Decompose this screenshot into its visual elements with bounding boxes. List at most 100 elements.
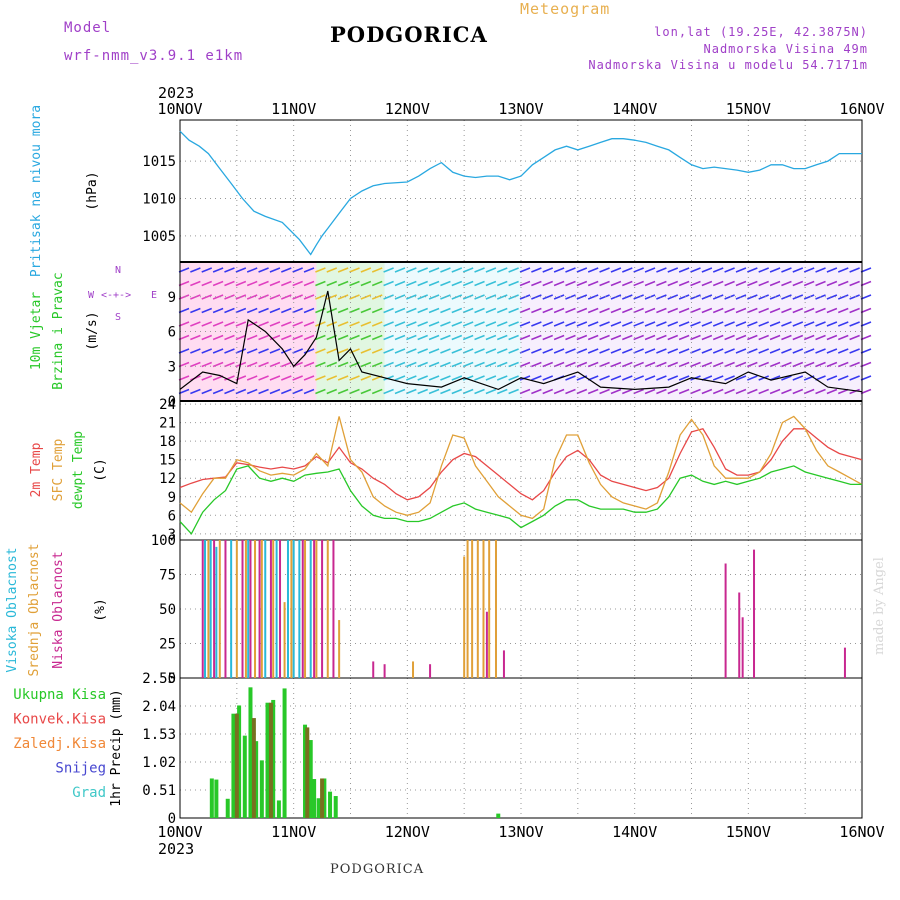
wind-barb bbox=[326, 267, 338, 273]
wind-barb bbox=[826, 388, 838, 395]
wind-barb bbox=[565, 267, 576, 273]
wind-barb bbox=[860, 267, 872, 273]
wind-speed-line bbox=[179, 290, 863, 393]
wind-barb bbox=[735, 321, 747, 327]
wind-barb bbox=[769, 267, 781, 273]
wind-barb bbox=[508, 321, 519, 327]
wind-barb bbox=[394, 294, 406, 300]
wind-barb bbox=[576, 388, 588, 395]
x-tick-label-top: 13NOV bbox=[498, 100, 543, 118]
wind-barb bbox=[496, 280, 508, 287]
wind-barb bbox=[667, 307, 679, 314]
wind-barb bbox=[587, 348, 599, 354]
wind-barb bbox=[712, 375, 724, 381]
x-tick-label-top: 10NOV bbox=[157, 100, 202, 118]
wind-barb bbox=[360, 280, 372, 287]
wind-barb bbox=[485, 334, 497, 341]
year-label-bottom: 2023 bbox=[158, 840, 194, 858]
cloud-unit: (%) bbox=[93, 598, 108, 621]
wind-barb bbox=[235, 321, 247, 327]
wind-barb bbox=[576, 348, 588, 354]
wind-barb bbox=[701, 307, 713, 314]
wind-barb bbox=[553, 321, 565, 327]
precip-bar bbox=[237, 705, 242, 818]
wind-barb bbox=[656, 307, 667, 314]
wind-barb bbox=[758, 348, 769, 354]
wind-barb bbox=[803, 348, 815, 354]
wind-barb bbox=[849, 294, 860, 300]
wind-barb bbox=[269, 307, 281, 314]
wind-barb bbox=[406, 294, 417, 300]
wind-barb bbox=[246, 294, 258, 300]
wind-barb bbox=[269, 375, 281, 381]
wind-barb bbox=[758, 307, 769, 314]
wind-barb bbox=[622, 267, 633, 273]
precip-legend-item: Snijeg bbox=[55, 761, 106, 777]
wind-barb bbox=[644, 361, 656, 368]
wind-barb bbox=[281, 294, 292, 300]
wind-barb bbox=[201, 294, 213, 300]
wind-barb bbox=[349, 334, 360, 341]
wind-barb bbox=[587, 361, 599, 368]
wind-barb bbox=[599, 334, 610, 341]
wind-barb bbox=[269, 334, 281, 341]
y-tick-label: 6 bbox=[168, 325, 176, 341]
wind-barb bbox=[531, 361, 542, 368]
wind-barb bbox=[485, 267, 497, 273]
wind-barb bbox=[644, 321, 656, 327]
wind-barb bbox=[542, 348, 554, 354]
wind-barb bbox=[849, 375, 860, 381]
wind-barb bbox=[371, 294, 383, 300]
precip-bar bbox=[322, 778, 327, 818]
wind-barb bbox=[406, 307, 417, 314]
wind-barb bbox=[224, 348, 235, 354]
wind-barb bbox=[394, 267, 406, 273]
wind-barb bbox=[360, 348, 372, 354]
precip-bar bbox=[271, 699, 276, 818]
wind-barb bbox=[258, 321, 269, 327]
wind-barb bbox=[269, 348, 281, 354]
wind-barb bbox=[531, 375, 542, 381]
wind-barb bbox=[849, 321, 860, 327]
y-tick-label: 2.55 bbox=[142, 671, 176, 687]
wind-barb bbox=[542, 334, 554, 341]
wind-barb bbox=[837, 361, 849, 368]
wind-barb bbox=[803, 388, 815, 395]
page-title: PODGORICA bbox=[330, 22, 488, 47]
y-tick-label: 3 bbox=[168, 359, 176, 375]
wind-barb bbox=[383, 280, 394, 287]
temp-ylabel-2m: 2m Temp bbox=[29, 442, 44, 497]
wind-barb bbox=[258, 348, 269, 354]
wind-barb bbox=[678, 307, 690, 314]
wind-barb bbox=[496, 267, 508, 273]
wind-barb bbox=[792, 375, 804, 381]
wind-barb bbox=[337, 307, 349, 314]
precip-legend-item: Konvek.Kisa bbox=[13, 712, 106, 728]
wind-barb bbox=[474, 361, 485, 368]
wind-barb bbox=[337, 334, 349, 341]
wind-barb bbox=[371, 280, 383, 287]
wind-barb bbox=[656, 334, 667, 341]
wind-barb bbox=[678, 375, 690, 381]
wind-barb bbox=[826, 361, 838, 368]
wind-barb bbox=[690, 267, 701, 273]
wind-barb bbox=[622, 334, 633, 341]
wind-barb bbox=[678, 334, 690, 341]
wind-barb bbox=[701, 267, 713, 273]
wind-barb bbox=[462, 348, 474, 354]
wind-barb bbox=[496, 321, 508, 327]
wind-barb bbox=[724, 388, 735, 395]
wind-barb bbox=[360, 334, 372, 341]
wind-barb bbox=[712, 307, 724, 314]
wind-barb bbox=[190, 267, 201, 273]
compass-north: N bbox=[115, 265, 121, 276]
wind-barb bbox=[246, 375, 258, 381]
wind-barb bbox=[758, 334, 769, 341]
wind-barb bbox=[383, 388, 394, 395]
wind-barb bbox=[860, 334, 872, 341]
wind-barb bbox=[701, 361, 713, 368]
wind-barb bbox=[758, 280, 769, 287]
wind-barb bbox=[712, 294, 724, 300]
wind-barb bbox=[224, 388, 235, 395]
y-tick-label: 100 bbox=[151, 533, 176, 549]
